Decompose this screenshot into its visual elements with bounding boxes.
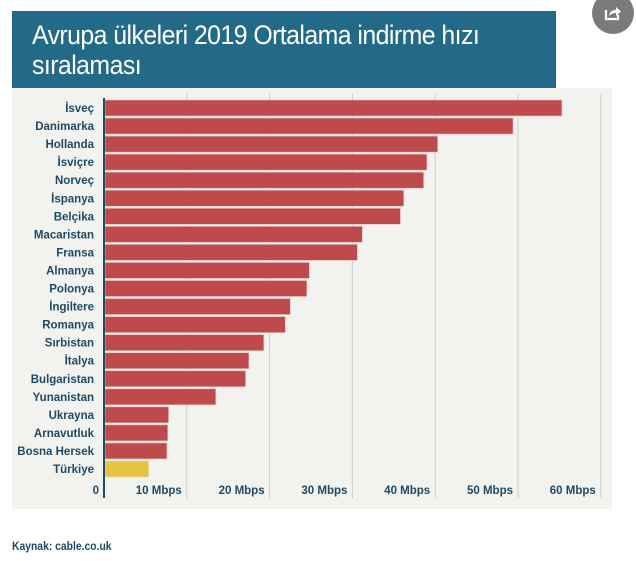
- bars: [104, 99, 563, 478]
- share-icon: [604, 7, 621, 21]
- x-tick-label: 10 Mbps: [136, 485, 182, 497]
- category-label: Bosna Hersek: [17, 446, 94, 458]
- category-label: Romanya: [42, 320, 94, 332]
- category-label: Hollanda: [45, 139, 94, 151]
- x-tick-label: 40 Mbps: [384, 485, 430, 497]
- category-label: İsveç: [65, 102, 94, 115]
- bar-türkiye: [104, 460, 150, 478]
- category-label: İtalya: [65, 355, 95, 368]
- bar-i̇sveç: [104, 99, 563, 117]
- bar-yunanistan: [104, 388, 217, 406]
- bar-norveç: [104, 171, 424, 189]
- bar-romanya: [104, 316, 286, 333]
- bar-hollanda: [104, 135, 438, 153]
- category-label: Almanya: [46, 265, 95, 277]
- bar-bosna-hersek: [104, 442, 168, 460]
- chart-title-line-1: Avrupa ülkeleri 2019 Ortalama indirme hı…: [32, 20, 480, 50]
- bar-bulgaristan: [104, 370, 246, 388]
- bar-i̇spanya: [104, 189, 405, 207]
- chart-title-banner: Avrupa ülkeleri 2019 Ortalama indirme hı…: [12, 11, 556, 88]
- category-label: Polonya: [49, 284, 94, 296]
- category-label: Ukrayna: [49, 410, 95, 422]
- chart-title-line-2: sıralaması: [32, 50, 142, 80]
- bar-i̇sviçre: [104, 153, 428, 171]
- x-tick-label: 20 Mbps: [219, 485, 265, 497]
- category-label: İsviçre: [58, 156, 94, 169]
- chart-title: Avrupa ülkeleri 2019 Ortalama indirme hı…: [32, 20, 547, 80]
- category-label: Yunanistan: [33, 392, 94, 404]
- category-label: Belçika: [54, 211, 95, 223]
- bar-chart: İsveç Danimarka Hollanda İsviçre Norveç İspan…: [17, 94, 602, 498]
- category-label: Arnavutluk: [34, 428, 95, 440]
- chart-panel: İsveç Danimarka Hollanda İsviçre Norveç İspan…: [12, 88, 612, 509]
- bar-macaristan: [104, 226, 363, 243]
- category-label: Norveç: [55, 175, 95, 187]
- bar-arnavutluk: [104, 424, 169, 442]
- x-axis-ticks: 0 10 Mbps 20 Mbps 30 Mbps 40 Mbps 50 Mbps 60 M…: [93, 485, 596, 497]
- source-note: Kaynak: cable.co.uk: [12, 541, 112, 553]
- bar-i̇ngiltere: [104, 298, 291, 315]
- category-label: Macaristan: [34, 229, 94, 241]
- bar-sırbistan: [104, 334, 265, 351]
- x-tick-label: 60 Mbps: [550, 485, 596, 497]
- category-labels: İsveç Danimarka Hollanda İsviçre Norveç İspan…: [17, 102, 94, 476]
- category-label: Bulgaristan: [31, 374, 94, 386]
- x-tick-label: 30 Mbps: [301, 485, 347, 497]
- bar-ukrayna: [104, 406, 169, 424]
- category-label: Danimarka: [35, 121, 94, 133]
- bar-almanya: [104, 262, 310, 279]
- x-tick-label: 0: [93, 485, 99, 497]
- bar-i̇talya: [104, 352, 250, 370]
- category-label: Türkiye: [53, 464, 94, 476]
- share-button[interactable]: [592, 0, 634, 34]
- bar-danimarka: [104, 117, 514, 135]
- bar-fransa: [104, 244, 358, 261]
- category-label: İngiltere: [49, 301, 94, 314]
- x-tick-label: 50 Mbps: [467, 485, 513, 497]
- category-label: İspanya: [51, 192, 94, 205]
- category-label: Sırbistan: [45, 338, 94, 350]
- bar-polonya: [104, 280, 308, 297]
- bar-belçika: [104, 208, 401, 225]
- category-label: Fransa: [56, 247, 94, 259]
